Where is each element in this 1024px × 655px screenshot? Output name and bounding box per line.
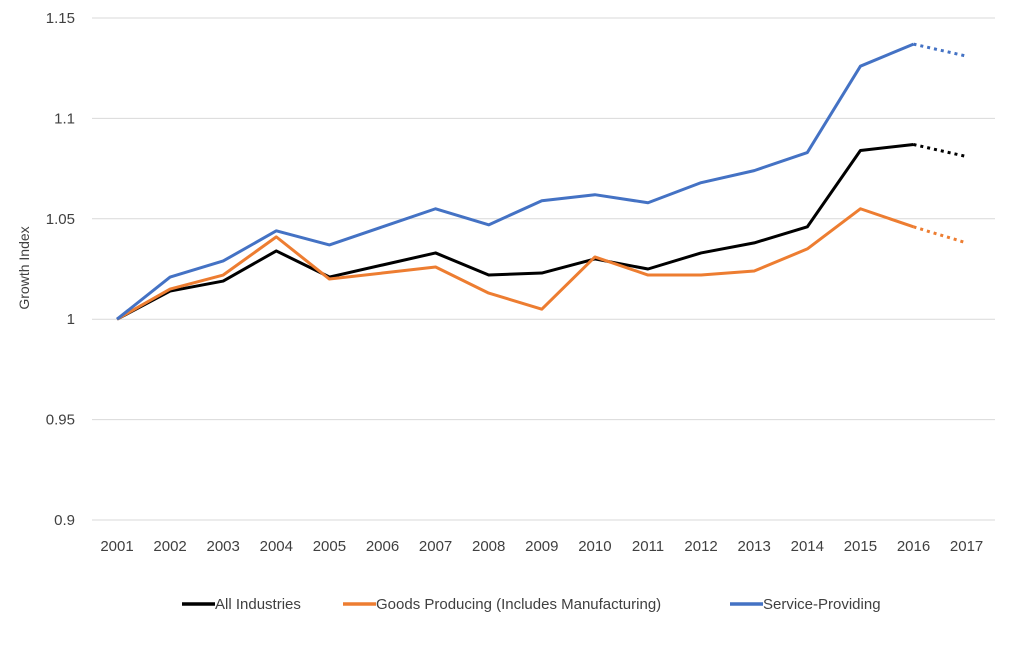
series-line <box>116 207 914 321</box>
x-tick-label: 2004 <box>260 538 293 555</box>
legend-item: Goods Producing (Includes Manufacturing) <box>343 596 661 613</box>
series-projection-line <box>913 225 968 245</box>
x-tick-label: 2017 <box>950 538 983 555</box>
series-line <box>116 143 914 321</box>
series-line <box>116 42 915 321</box>
series-projection-line <box>913 42 967 58</box>
x-tick-label: 2003 <box>207 538 240 555</box>
x-tick-label: 2008 <box>472 538 505 555</box>
y-tick-label: 0.9 <box>54 512 75 529</box>
x-tick-label: 2001 <box>100 538 133 555</box>
y-tick-label: 1 <box>67 311 75 328</box>
legend-item: All Industries <box>182 596 301 613</box>
y-tick-label: 1.15 <box>46 10 75 27</box>
x-tick-label: 2006 <box>366 538 399 555</box>
legend-label: Service-Providing <box>763 596 881 613</box>
legend: All Industries Goods Producing (Includes … <box>182 596 881 613</box>
x-tick-label: 2002 <box>153 538 186 555</box>
x-tick-label: 2007 <box>419 538 452 555</box>
x-tick-label: 2012 <box>684 538 717 555</box>
x-tick-label: 2014 <box>791 538 824 555</box>
legend-label: All Industries <box>215 596 301 613</box>
x-axis-ticks: 2001 2002 2003 2004 2005 2006 2007 2008 2009 2010… <box>100 538 983 555</box>
series-all-industries <box>116 143 967 321</box>
x-tick-label: 2010 <box>578 538 611 555</box>
gridlines <box>92 17 995 521</box>
series-projection-line <box>913 143 967 159</box>
series-lines <box>116 42 968 321</box>
legend-label: Goods Producing (Includes Manufacturing) <box>376 596 661 613</box>
x-tick-label: 2016 <box>897 538 930 555</box>
x-tick-label: 2011 <box>632 538 664 555</box>
series-goods-producing-includes-manufacturing <box>116 207 968 321</box>
x-tick-label: 2015 <box>844 538 877 555</box>
y-tick-label: 1.05 <box>46 211 75 228</box>
x-tick-label: 2013 <box>738 538 771 555</box>
legend-item: Service-Providing <box>730 596 881 613</box>
x-tick-label: 2009 <box>525 538 558 555</box>
y-axis-title: Growth Index <box>16 226 32 309</box>
y-tick-label: 0.95 <box>46 412 75 429</box>
x-tick-label: 2005 <box>313 538 346 555</box>
y-axis-ticks: 0.9 0.95 1 1.05 1.1 1.15 <box>46 10 75 529</box>
series-service-providing <box>116 42 967 321</box>
y-tick-label: 1.1 <box>54 110 75 127</box>
